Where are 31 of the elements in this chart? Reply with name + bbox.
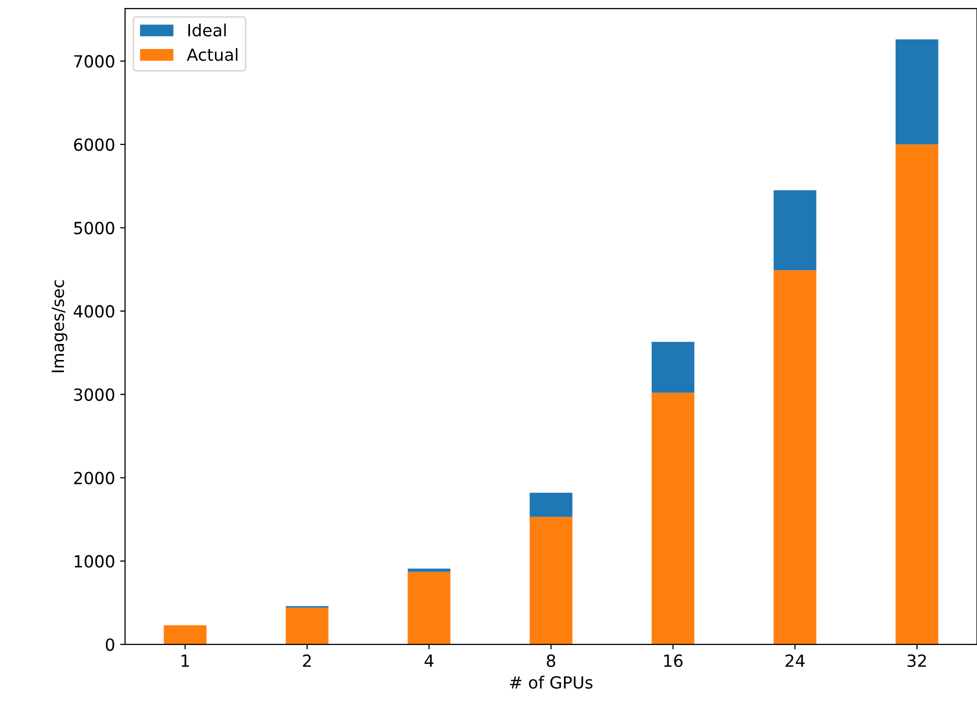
bar [896, 39, 938, 144]
bar [774, 270, 816, 644]
x-tick-label: 16 [664, 654, 683, 668]
x-tick-label: 4 [424, 654, 434, 667]
y-tick-label: 5000 [74, 222, 114, 234]
legend-label: Ideal [188, 24, 226, 36]
y-tick-label: 3000 [74, 388, 114, 401]
y-tick-label: 0 [106, 638, 114, 651]
y-tick-label: 1000 [74, 555, 114, 568]
y-tick-label: 2000 [74, 472, 114, 484]
y-axis-title: Images/sec [52, 280, 68, 372]
bar [774, 190, 816, 270]
bar [652, 392, 694, 644]
x-tick-label: 32 [908, 654, 926, 668]
bar [530, 492, 572, 517]
bar [652, 342, 694, 393]
x-tick-label: 2 [303, 654, 311, 667]
x-tick-label: 8 [546, 654, 556, 668]
y-tick-label: 7000 [74, 55, 114, 68]
bar [408, 572, 450, 644]
bar [286, 608, 328, 644]
bar [896, 144, 938, 644]
x-tick-label: 1 [182, 654, 189, 667]
legend-label: Actual [186, 48, 238, 61]
x-tick-label: 24 [786, 654, 805, 667]
y-tick-label: 4000 [74, 305, 114, 318]
bar [530, 516, 572, 644]
bar [164, 625, 206, 644]
x-axis-title: # of GPUs [510, 676, 592, 689]
bar [408, 568, 450, 572]
y-tick-label: 6000 [74, 138, 114, 151]
